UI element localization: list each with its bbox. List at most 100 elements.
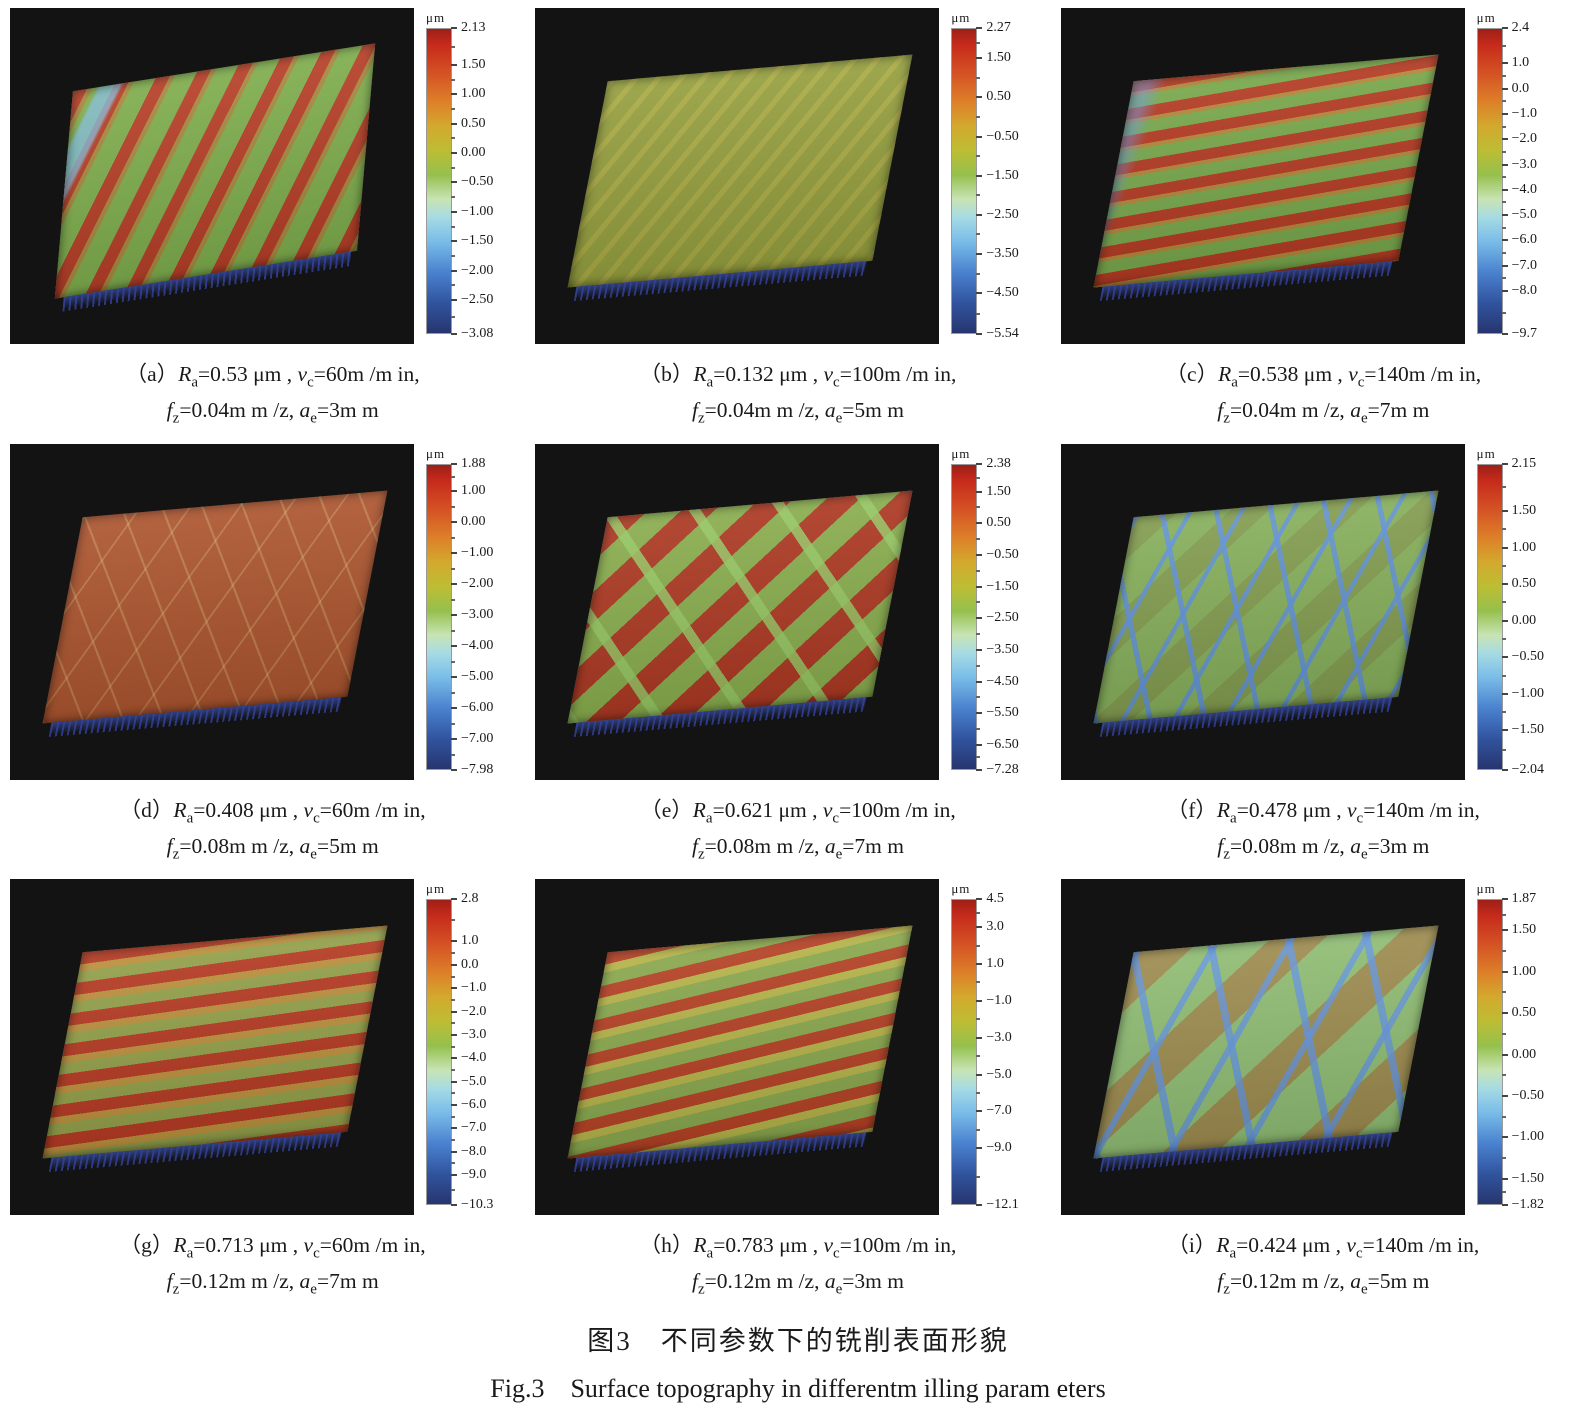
- colorbar-body: 2.15 1.50 1.00 0.50 0.00 −0.50 −1.00 −1.50 −2.04: [1476, 456, 1565, 777]
- surface-plot: [535, 879, 940, 1216]
- colorbar-minor-tick: [1501, 486, 1510, 489]
- colorbar-minor-tick: [1501, 1191, 1510, 1194]
- colorbar-tick: −2.0: [1501, 131, 1537, 147]
- panel-caption-line2: fz=0.04m m /z, ae=3m m: [166, 397, 379, 427]
- panel-image-row: μm 1.87 1.50 1.00 0.50 0.00 −0.50 −1.00 −1.50 −1…: [1060, 879, 1586, 1216]
- panel-image-row: μm 2.13 1.50 1.00 0.50 0.00 −0.50 −1.00 −1.50 −2…: [10, 8, 535, 344]
- colorbar-tick: −10.3: [451, 1197, 493, 1213]
- panel-caption-line1: （d）Ra=0.408 μm , vc=60m /m in,: [119, 797, 426, 827]
- colorbar-minor-tick: [1501, 1074, 1510, 1077]
- colorbar-tick: −2.04: [1501, 762, 1544, 778]
- panel-a: μm 2.13 1.50 1.00 0.50 0.00 −0.50 −1.00 −1.50 −2…: [10, 8, 535, 430]
- panel-caption-line1: （h）Ra=0.783 μm , vc=100m /m in,: [639, 1233, 957, 1262]
- colorbar-minor-tick: [1501, 277, 1510, 280]
- colorbar-tick: −2.00: [451, 576, 493, 592]
- colorbar-minor-tick: [1501, 991, 1510, 994]
- colorbar-tick: 1.0: [976, 956, 1004, 972]
- panel-caption: （i）Ra=0.424 μm , vc=140m /m in, fz=0.12m…: [1061, 1229, 1586, 1301]
- colorbar-minor-tick: [451, 505, 459, 508]
- colorbar-minor-tick: [976, 272, 984, 275]
- colorbar-ticks: 2.4 1.0 0.0 −1.0 −2.0 −3.0 −4.0 −5.0 −6.0 −7.0 −8.…: [1501, 20, 1565, 341]
- colorbar-tick: −0.50: [976, 547, 1019, 563]
- panel-caption-line2: fz=0.08m m /z, ae=3m m: [1217, 833, 1430, 862]
- surface-3d-render: [42, 925, 388, 1159]
- colorbar-minor-tick: [451, 660, 459, 663]
- colorbar-minor-tick: [451, 254, 459, 257]
- colorbar-tick: −2.50: [976, 207, 1019, 223]
- colorbar-gradient: [426, 463, 452, 770]
- colorbar-body: 2.4 1.0 0.0 −1.0 −2.0 −3.0 −4.0 −5.0 −6.0 −7.0 −8.…: [1476, 20, 1565, 341]
- colorbar-tick: −2.50: [451, 292, 493, 308]
- colorbar-tick: −6.50: [976, 737, 1019, 753]
- colorbar-minor-tick: [976, 601, 984, 604]
- colorbar-tick: −0.50: [1501, 1088, 1544, 1104]
- colorbar-tick: −9.0: [451, 1167, 486, 1183]
- colorbar-tick: −3.0: [976, 1030, 1012, 1046]
- surface-3d-render: [567, 925, 913, 1159]
- surface-plot: [1060, 8, 1465, 344]
- surface-3d-render: [567, 490, 913, 724]
- colorbar-minor-tick: [1501, 1032, 1510, 1035]
- colorbar-minor-tick: [1501, 711, 1510, 714]
- panel-image-row: μm 2.8 1.0 0.0 −1.0 −2.0 −3.0 −4.0 −5.0 −6.0 −7.0…: [10, 879, 535, 1216]
- colorbar-tick: −5.0: [1501, 207, 1537, 223]
- colorbar-minor-tick: [1501, 749, 1510, 751]
- surface-plot: [535, 8, 940, 344]
- colorbar-tick: −4.0: [451, 1050, 486, 1066]
- colorbar-tick: 1.50: [976, 50, 1011, 66]
- panel-f: μm 2.15 1.50 1.00 0.50 0.00 −0.50 −1.00 −1.50 −2…: [1060, 443, 1586, 866]
- colorbar-tick: −1.0: [451, 980, 486, 996]
- colorbar-body: 2.38 1.50 0.50 −0.50 −1.50 −2.50 −3.50 −4.50 −5.…: [951, 456, 1039, 777]
- colorbar-minor-tick: [1501, 1157, 1510, 1160]
- colorbar-tick: −7.0: [1501, 258, 1537, 274]
- colorbar-minor-tick: [976, 42, 984, 45]
- colorbar: μm 1.88 1.00 0.00 −1.00 −2.00 −3.00 −4.00 −5.00…: [426, 444, 514, 777]
- colorbar-body: 2.8 1.0 0.0 −1.0 −2.0 −3.0 −4.0 −5.0 −6.0 −7.0 −8.…: [426, 891, 514, 1212]
- colorbar-gradient: [426, 899, 452, 1206]
- colorbar: μm 1.87 1.50 1.00 0.50 0.00 −0.50 −1.00 −1.50 −1…: [1476, 879, 1565, 1212]
- colorbar-minor-tick: [976, 1018, 984, 1021]
- colorbar-minor-tick: [1501, 100, 1510, 103]
- colorbar-minor-tick: [976, 1128, 984, 1131]
- surface-3d-render: [1093, 925, 1439, 1159]
- panel-b: μm 2.27 1.50 0.50 −0.50 −1.50 −2.50 −3.50 −4.50…: [535, 8, 1060, 430]
- colorbar-tick: −1.00: [1501, 686, 1544, 702]
- panel-caption-line1: （a）Ra=0.53 μm , vc=60m /m in,: [125, 362, 420, 391]
- colorbar-minor-tick: [451, 975, 459, 978]
- figure-grid: μm 2.13 1.50 1.00 0.50 0.00 −0.50 −1.00 −1.50 −2…: [10, 8, 1586, 1315]
- surface-plot: [535, 443, 940, 780]
- colorbar-tick: −4.50: [976, 285, 1019, 301]
- colorbar-tick: 0.00: [1501, 613, 1536, 629]
- colorbar-unit-label: μm: [1476, 10, 1496, 25]
- colorbar: μm 2.8 1.0 0.0 −1.0 −2.0 −3.0 −4.0 −5.0 −6.0 −7.0…: [426, 879, 514, 1212]
- colorbar-minor-tick: [976, 1055, 984, 1058]
- colorbar-minor-tick: [976, 76, 984, 79]
- colorbar-tick: 0.00: [451, 145, 486, 161]
- colorbar-minor-tick: [451, 196, 459, 199]
- panel-image-row: μm 2.27 1.50 0.50 −0.50 −1.50 −2.50 −3.50 −4.50…: [535, 8, 1060, 344]
- colorbar-tick: 0.50: [976, 89, 1011, 105]
- colorbar-tick: −6.0: [451, 1097, 486, 1113]
- colorbar-tick: 1.88: [451, 456, 486, 472]
- colorbar-minor-tick: [451, 998, 459, 1001]
- colorbar-gradient: [1476, 899, 1503, 1206]
- colorbar-ticks: 2.8 1.0 0.0 −1.0 −2.0 −3.0 −4.0 −5.0 −6.0 −7.0 −8.…: [451, 891, 514, 1212]
- colorbar-minor-tick: [451, 315, 459, 318]
- panel-caption-line1: （g）Ra=0.713 μm , vc=60m /m in,: [119, 1233, 426, 1262]
- colorbar-minor-tick: [1501, 125, 1510, 128]
- colorbar-unit-label: μm: [426, 881, 446, 897]
- colorbar-tick: −5.00: [451, 669, 493, 685]
- colorbar-gradient: [951, 28, 978, 334]
- colorbar-minor-tick: [1501, 913, 1510, 916]
- colorbar-minor-tick: [976, 756, 984, 759]
- colorbar-minor-tick: [451, 476, 459, 479]
- colorbar-tick: 0.50: [1501, 1005, 1536, 1021]
- colorbar-minor-tick: [451, 753, 459, 756]
- colorbar-tick: 0.50: [976, 515, 1011, 531]
- colorbar-minor-tick: [451, 952, 459, 955]
- colorbar-minor-tick: [451, 1162, 459, 1165]
- colorbar-ticks: 1.88 1.00 0.00 −1.00 −2.00 −3.00 −4.00 −5.00 −6.…: [451, 456, 514, 777]
- colorbar-body: 1.87 1.50 1.00 0.50 0.00 −0.50 −1.00 −1.50 −1.82: [1476, 891, 1565, 1212]
- colorbar-minor-tick: [1501, 75, 1510, 78]
